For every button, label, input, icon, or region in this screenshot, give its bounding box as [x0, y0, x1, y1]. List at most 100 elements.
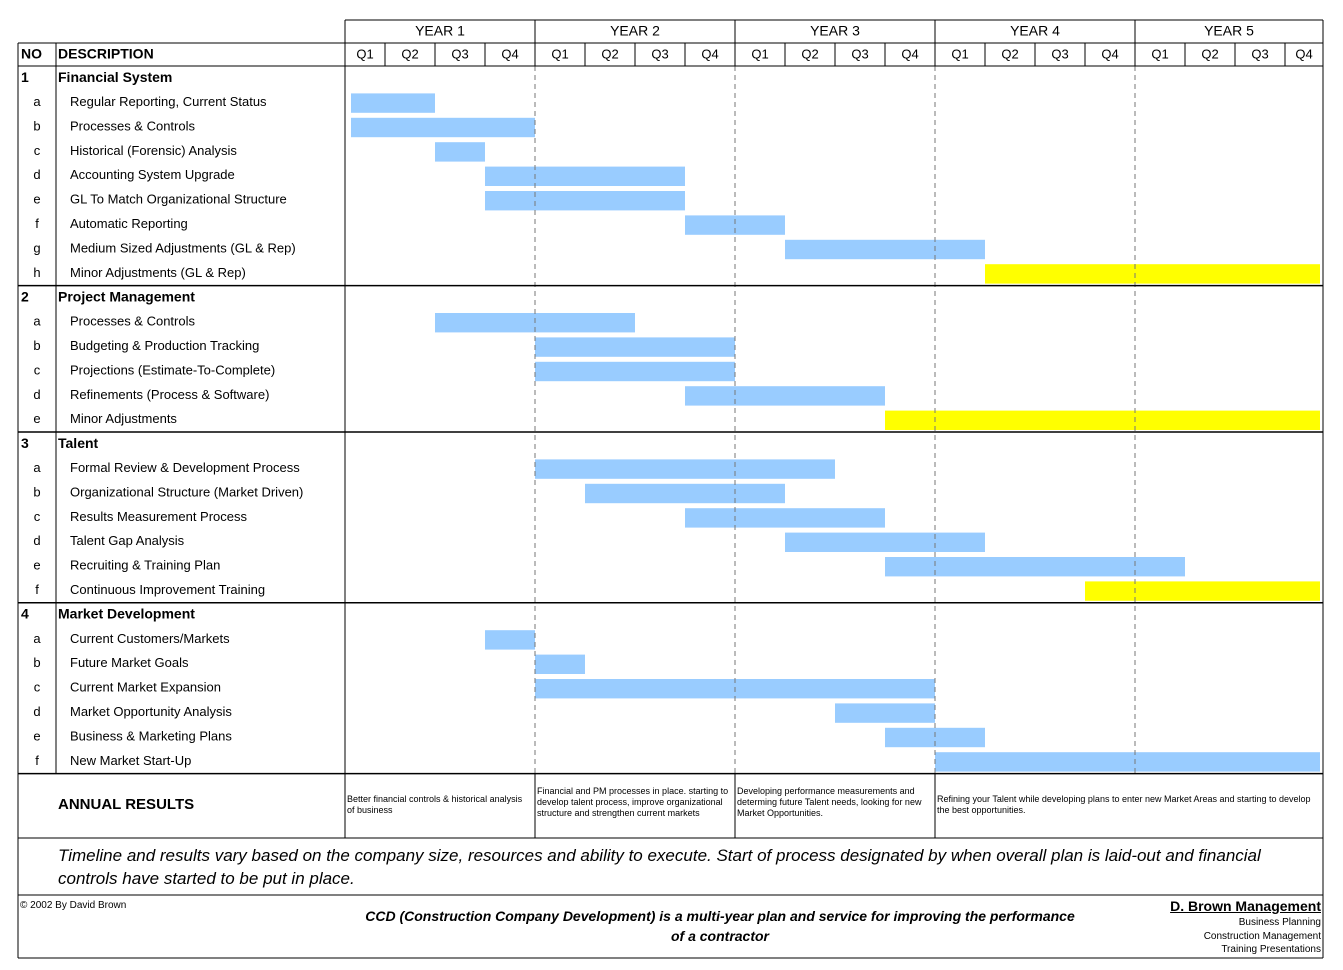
task-letter: c [34, 362, 41, 377]
task-letter: c [34, 143, 41, 158]
company: D. Brown Management [1170, 898, 1321, 914]
task-bar [935, 752, 1320, 772]
quarter-label: Q2 [1001, 46, 1018, 61]
task-letter: d [33, 704, 40, 719]
task-bar [485, 630, 535, 650]
quarter-label: Q2 [801, 46, 818, 61]
quarter-label: Q4 [701, 46, 718, 61]
task-name: Processes & Controls [70, 118, 195, 133]
service: Construction Management [1203, 930, 1321, 942]
annual-result-note: Financial and PM processes in place. sta… [537, 785, 729, 818]
task-letter: g [33, 240, 40, 255]
quarter-label: Q2 [1201, 46, 1218, 61]
task-name: Minor Adjustments [70, 411, 177, 426]
task-letter: b [33, 484, 40, 499]
task-bar [585, 483, 785, 504]
task-bar [685, 386, 885, 406]
task-bar [885, 410, 1320, 430]
annual-result-note: Developing performance measurements and … [737, 785, 922, 818]
quarter-label: Q1 [356, 46, 373, 61]
task-name: Refinements (Process & Software) [70, 387, 269, 402]
section-title: Project Management [58, 289, 195, 305]
section-number: 1 [21, 69, 29, 85]
task-name: Continuous Improvement Training [70, 582, 265, 597]
year-label: YEAR 5 [1204, 23, 1254, 39]
disclaimer: Timeline and results vary based on the c… [58, 846, 1261, 888]
annual-result-note: Better financial controls & historical a… [347, 793, 523, 815]
section-title: Financial System [58, 69, 172, 85]
section-number: 3 [21, 435, 29, 451]
quarter-label: Q2 [401, 46, 418, 61]
task-letter: d [33, 533, 40, 548]
task-name: Current Customers/Markets [70, 631, 230, 646]
task-bar [885, 557, 1185, 577]
task-bar [785, 239, 985, 260]
task-letter: c [34, 509, 41, 524]
task-bar [685, 508, 885, 528]
year-label: YEAR 2 [610, 23, 660, 39]
annual-results-label: ANNUAL RESULTS [58, 796, 195, 813]
task-name: Automatic Reporting [70, 216, 188, 231]
task-letter: c [34, 680, 41, 695]
task-bar [535, 361, 735, 382]
copyright: © 2002 By David Brown [20, 900, 127, 911]
quarter-label: Q3 [1051, 46, 1068, 61]
quarter-label: Q3 [651, 46, 668, 61]
year-label: YEAR 3 [810, 23, 860, 39]
task-name: Accounting System Upgrade [70, 167, 235, 182]
task-name: Talent Gap Analysis [70, 533, 185, 548]
task-letter: b [33, 655, 40, 670]
task-letter: d [33, 167, 40, 182]
task-name: Regular Reporting, Current Status [70, 94, 267, 109]
task-bar [785, 532, 985, 552]
task-bar [435, 142, 485, 162]
task-letter: b [33, 338, 40, 353]
quarter-label: Q4 [501, 46, 518, 61]
no-header: NO [21, 46, 42, 62]
annual-result-note: Refining your Talent while developing pl… [937, 793, 1311, 815]
task-letter: a [33, 314, 41, 329]
task-letter: e [33, 728, 40, 743]
task-name: Minor Adjustments (GL & Rep) [70, 265, 246, 280]
task-letter: a [33, 631, 41, 646]
task-letter: a [33, 460, 41, 475]
task-name: Formal Review & Development Process [70, 460, 300, 475]
task-name: Current Market Expansion [70, 680, 221, 695]
task-letter: b [33, 118, 40, 133]
quarter-label: Q4 [1101, 46, 1118, 61]
section-number: 2 [21, 289, 29, 305]
task-bar [685, 215, 785, 235]
task-name: New Market Start-Up [70, 753, 191, 768]
quarter-label: Q1 [751, 46, 768, 61]
task-name: Results Measurement Process [70, 509, 248, 524]
task-name: Budgeting & Production Tracking [70, 338, 259, 353]
quarter-label: Q3 [851, 46, 868, 61]
task-letter: e [33, 558, 40, 573]
task-letter: e [33, 411, 40, 426]
task-bar [535, 654, 585, 674]
task-name: Future Market Goals [70, 655, 189, 670]
task-letter: h [33, 265, 40, 280]
year-label: YEAR 1 [415, 23, 465, 39]
task-bar [835, 703, 935, 723]
quarter-label: Q3 [1251, 46, 1268, 61]
tagline: CCD (Construction Company Development) i… [365, 908, 1075, 944]
quarter-label: Q4 [901, 46, 918, 61]
task-bar [351, 93, 435, 113]
task-bar [535, 337, 735, 357]
quarter-label: Q4 [1295, 46, 1312, 61]
task-name: Projections (Estimate-To-Complete) [70, 362, 275, 377]
section-number: 4 [21, 606, 29, 622]
task-name: Business & Marketing Plans [70, 728, 232, 743]
task-letter: a [33, 94, 41, 109]
task-bar [351, 117, 535, 138]
service: Business Planning [1238, 917, 1321, 928]
task-name: Market Opportunity Analysis [70, 704, 232, 719]
task-name: Historical (Forensic) Analysis [70, 143, 237, 158]
section-title: Talent [58, 435, 99, 451]
task-letter: e [33, 192, 40, 207]
task-bar [985, 264, 1320, 284]
description-header: DESCRIPTION [58, 46, 154, 62]
task-name: Processes & Controls [70, 314, 195, 329]
